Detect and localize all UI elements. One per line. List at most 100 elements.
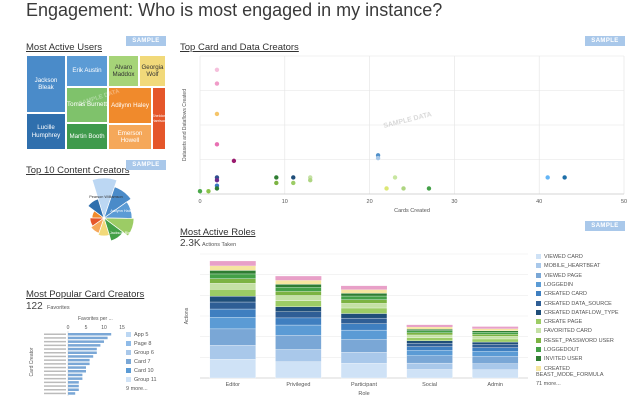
mini-category-label bbox=[44, 377, 66, 380]
x-tick-label: Social bbox=[422, 382, 437, 388]
stacked-bar-segment bbox=[406, 340, 453, 344]
scatter-title[interactable]: Top Card and Data Creators bbox=[180, 42, 299, 53]
legend-item[interactable]: RESET_PASSWORD USER bbox=[536, 338, 614, 344]
treemap-tile[interactable]: Sheldon Harrison bbox=[152, 87, 166, 150]
x-axis-label: Role bbox=[358, 391, 369, 397]
legend-item[interactable]: App 5 bbox=[126, 332, 148, 338]
legend-item[interactable]: CREATE PAGE bbox=[536, 319, 582, 325]
x-tick-label: Admin bbox=[487, 382, 503, 388]
stacked-bar-segment bbox=[340, 317, 388, 324]
legend-item[interactable]: Page 8 bbox=[126, 341, 151, 347]
scatter-point bbox=[214, 142, 220, 147]
legend-swatch bbox=[536, 263, 541, 269]
stacked-bar-segment bbox=[472, 369, 519, 379]
stacked-bar-segment bbox=[340, 295, 388, 300]
popular-card-creators-title[interactable]: Most Popular Card Creators bbox=[26, 289, 145, 300]
sample-badge: SAMPLE bbox=[585, 36, 625, 46]
rose-slice bbox=[90, 217, 105, 234]
legend-item[interactable]: Group 11 bbox=[126, 377, 157, 383]
legend-item[interactable]: CREATED DATA_SOURCE bbox=[536, 301, 612, 307]
stacked-bar-segment bbox=[406, 355, 453, 364]
mini-category-label bbox=[44, 363, 66, 365]
treemap-tile[interactable]: Lucille Humphrey bbox=[26, 113, 66, 150]
stacked-bar-segment bbox=[340, 339, 388, 353]
legend-more-link[interactable]: 71 more... bbox=[536, 380, 561, 387]
stacked-bar-segment bbox=[472, 351, 519, 357]
legend-label: Page 8 bbox=[134, 341, 152, 347]
card-creators-legend: App 5 Page 8 Group 6 Card 7 Card 10 Group 11 9… bbox=[126, 332, 186, 402]
stacked-bar-segment bbox=[209, 345, 256, 360]
card-creators-bar-chart: 0 5 10 15 Card Creator bbox=[29, 325, 125, 396]
most-active-users-treemap: Jackson Bleak Lucille Humphrey Erik Austin… bbox=[26, 55, 166, 150]
stacked-bar-segment bbox=[472, 332, 519, 335]
treemap-tile[interactable]: Adilynn Haley bbox=[108, 87, 152, 124]
legend-item[interactable]: CREATED BEAST_MODE_FORMULA bbox=[536, 366, 616, 378]
mini-axis-tick: 10 bbox=[101, 325, 107, 331]
legend-item[interactable]: Group 6 bbox=[126, 350, 154, 356]
x-tick-label: 20 bbox=[367, 199, 373, 205]
scatter-point bbox=[384, 186, 389, 191]
stacked-bar-segment bbox=[275, 280, 322, 285]
treemap-tile[interactable]: Alvaro Maddox bbox=[108, 55, 139, 87]
mini-category-label bbox=[44, 333, 66, 335]
sample-watermark: SAMPLE DATA bbox=[383, 111, 433, 130]
mini-bar bbox=[68, 392, 76, 395]
legend-item[interactable]: CREATED CARD bbox=[536, 291, 587, 297]
legend-item[interactable]: LOGGEDOUT bbox=[536, 347, 579, 353]
legend-label: MOBILE_HEARTBEAT bbox=[544, 263, 601, 270]
legend-more-link[interactable]: 9 more... bbox=[126, 386, 148, 392]
mini-axis-tick: 15 bbox=[119, 325, 125, 331]
legend-item[interactable]: VIEWED PAGE bbox=[536, 273, 582, 279]
stacked-bar-segment bbox=[406, 350, 453, 356]
legend-item[interactable]: FAVORITED CARD bbox=[536, 328, 592, 334]
scatter-point bbox=[274, 175, 279, 180]
legend-swatch bbox=[536, 347, 541, 353]
x-tick-label: Participant bbox=[351, 382, 377, 388]
legend-item[interactable]: LOGGEDIN bbox=[536, 282, 573, 288]
x-tick-label: 50 bbox=[621, 199, 627, 205]
roles-title[interactable]: Most Active Roles bbox=[180, 227, 256, 238]
stacked-bar-segment bbox=[275, 311, 322, 319]
rose-slice bbox=[102, 217, 135, 237]
stacked-bar-segment bbox=[406, 328, 453, 331]
treemap-tile[interactable]: Emerson Howell bbox=[108, 124, 152, 150]
legend-item[interactable]: INVITED USER bbox=[536, 356, 583, 362]
stacked-bar-segment bbox=[406, 337, 453, 341]
legend-label: CREATE PAGE bbox=[544, 319, 583, 326]
stacked-bar-segment bbox=[209, 288, 256, 297]
legend-swatch bbox=[536, 319, 541, 325]
stacked-bar-segment bbox=[275, 284, 322, 288]
mini-category-label bbox=[44, 366, 66, 369]
stacked-bar-segment bbox=[209, 301, 256, 310]
stacked-bar-segment bbox=[340, 303, 388, 309]
legend-swatch bbox=[126, 341, 131, 347]
rose-slice bbox=[89, 217, 106, 227]
legend-item[interactable]: MOBILE_HEARTBEAT bbox=[536, 263, 600, 269]
legend-swatch bbox=[126, 350, 131, 356]
mini-bar bbox=[68, 373, 83, 377]
scatter-point bbox=[426, 186, 432, 191]
stacked-bar-segment bbox=[340, 352, 388, 364]
mini-category-label bbox=[44, 392, 66, 395]
rose-slice-label: Adilynn Haley bbox=[110, 209, 133, 213]
scatter-point bbox=[291, 175, 296, 180]
most-active-users-title[interactable]: Most Active Users bbox=[26, 42, 103, 53]
top-content-creators-title[interactable]: Top 10 Content Creators bbox=[26, 165, 130, 176]
mini-bar bbox=[68, 355, 94, 358]
legend-item[interactable]: CREATED DATAFLOW_TYPE bbox=[536, 310, 619, 316]
legend-item[interactable]: VIEWED CARD bbox=[536, 254, 583, 260]
treemap-tile[interactable]: Georgia Wolf bbox=[139, 55, 166, 87]
legend-item[interactable]: Card 7 bbox=[126, 359, 151, 365]
stacked-bar-segment bbox=[275, 291, 322, 296]
mini-bar bbox=[68, 366, 86, 369]
treemap-tile[interactable]: Jackson Bleak bbox=[26, 55, 66, 113]
mini-bar bbox=[68, 370, 86, 373]
treemap-tile[interactable]: Tomas Burnett bbox=[66, 87, 108, 123]
legend-label: Group 6 bbox=[134, 350, 154, 356]
mini-bar bbox=[68, 351, 97, 354]
treemap-tile[interactable]: Martin Booth bbox=[66, 123, 108, 150]
stacked-bar-segment bbox=[275, 324, 322, 336]
legend-swatch bbox=[126, 332, 131, 338]
legend-item[interactable]: Card 10 bbox=[126, 368, 154, 374]
treemap-tile[interactable]: Erik Austin bbox=[66, 55, 108, 87]
